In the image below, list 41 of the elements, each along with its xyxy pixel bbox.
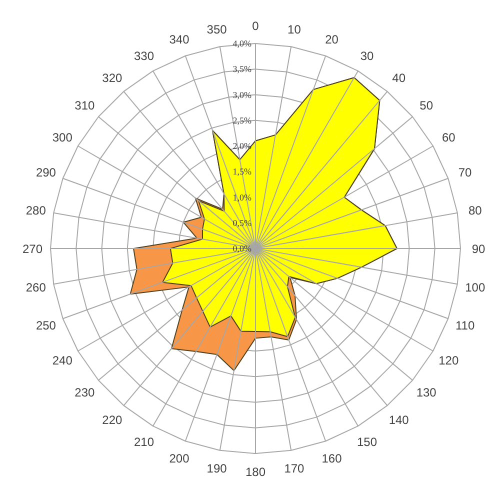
spoke-label: 210 (134, 435, 154, 450)
spoke-label: 170 (284, 462, 305, 476)
spoke-label: 130 (416, 385, 437, 400)
spoke-label: 160 (322, 452, 342, 466)
y-tick-label: 3,0% (232, 90, 252, 100)
spoke-label: 320 (102, 71, 122, 86)
spoke-label: 280 (26, 203, 46, 218)
spoke-label: 120 (438, 354, 459, 368)
spoke-label: 140 (388, 412, 410, 427)
spoke-label: 190 (206, 462, 228, 476)
spoke-label: 240 (52, 354, 73, 368)
spoke-label: 10 (288, 22, 302, 36)
spoke-label: 60 (442, 130, 456, 144)
spoke-label: 80 (468, 203, 482, 218)
spoke-label: 50 (420, 98, 434, 113)
spoke-label: 40 (392, 71, 406, 86)
spoke-label: 30 (360, 48, 374, 63)
spoke-label: 270 (22, 242, 43, 256)
spoke-label: 200 (169, 452, 190, 466)
spoke-label: 310 (74, 98, 96, 113)
spoke-label: 290 (36, 166, 56, 180)
spoke-label: 330 (134, 48, 154, 63)
spoke-label: 230 (74, 385, 96, 400)
spoke-label: 0 (252, 19, 260, 33)
y-tick-label: 4,0% (232, 38, 252, 48)
spoke-label: 150 (356, 435, 378, 450)
spoke-label: 20 (325, 32, 339, 46)
spoke-label: 350 (206, 22, 228, 36)
spoke-label: 180 (245, 465, 266, 479)
spoke-label: 110 (455, 318, 475, 332)
spoke-label: 340 (169, 32, 190, 46)
y-tick-label: 2,5% (232, 115, 252, 126)
spoke-label: 220 (102, 412, 122, 427)
y-tick-label: 3,5% (232, 64, 252, 74)
spoke-label: 100 (465, 280, 486, 295)
spoke-label: 70 (458, 166, 472, 180)
spoke-label: 250 (36, 318, 56, 332)
spoke-label: 90 (472, 242, 486, 256)
spoke-label: 300 (52, 130, 73, 144)
spoke-label: 260 (26, 280, 46, 295)
y-tick-label: 2,0% (232, 141, 252, 151)
